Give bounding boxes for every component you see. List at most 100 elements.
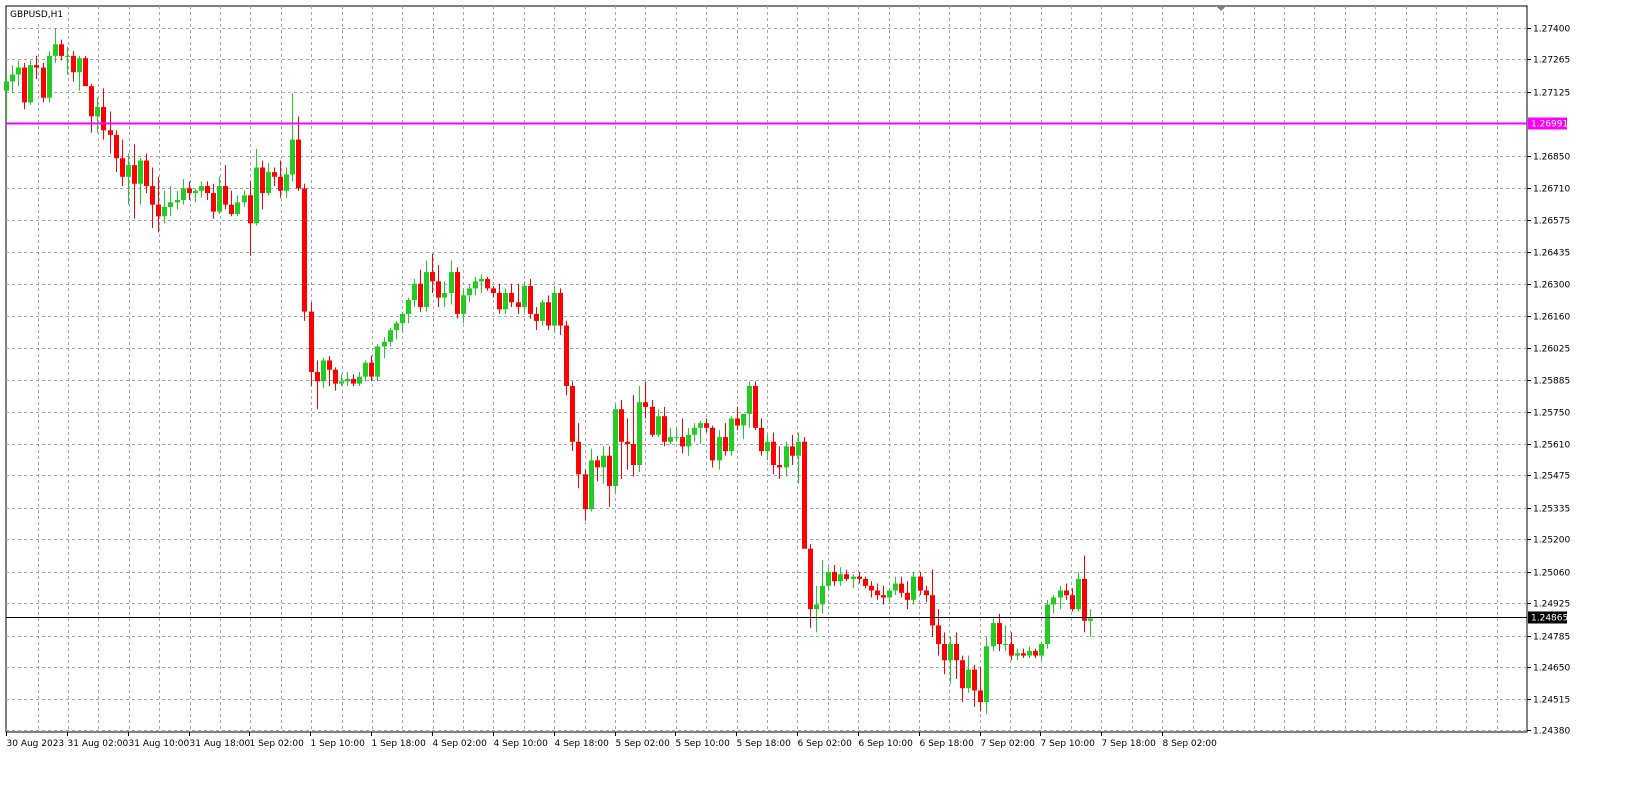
y-tick-label: 1.27125: [1533, 89, 1570, 99]
candle: [16, 60, 21, 87]
candle-body: [394, 323, 399, 331]
candle: [235, 195, 240, 217]
candle-body: [668, 437, 673, 442]
candle: [217, 176, 222, 214]
candle: [41, 62, 46, 103]
candle: [388, 327, 393, 347]
candle-body: [991, 623, 996, 647]
candle: [114, 130, 119, 173]
candle: [345, 372, 350, 386]
candle: [138, 158, 143, 205]
y-tick-label: 1.26435: [1533, 249, 1570, 259]
candle: [406, 297, 411, 324]
candle: [1064, 583, 1069, 600]
candle-body: [217, 186, 222, 212]
candle-body: [777, 465, 782, 468]
candle-body: [150, 186, 155, 205]
candle-body: [497, 292, 502, 310]
candle: [1045, 599, 1050, 649]
y-tick-label: 1.24925: [1533, 600, 1570, 610]
candle: [997, 613, 1002, 651]
candle-body: [181, 188, 186, 201]
candle-body: [242, 195, 247, 203]
candle: [991, 618, 996, 651]
candle-body: [34, 65, 39, 68]
candle-body: [1070, 595, 1075, 610]
candle-body: [881, 595, 886, 598]
candle-body: [442, 292, 447, 298]
candle-body: [430, 272, 435, 282]
candle-body: [729, 418, 734, 452]
candle-body: [1027, 650, 1032, 656]
candle: [205, 181, 210, 201]
candle: [83, 55, 88, 87]
candle-body: [412, 283, 417, 300]
candle-body: [936, 625, 941, 644]
y-tick-label: 1.26575: [1533, 217, 1570, 227]
candle: [899, 576, 904, 598]
candle-body: [814, 604, 819, 610]
candle: [875, 583, 880, 600]
candle-body: [59, 44, 64, 56]
candle: [747, 381, 752, 428]
candle-body: [327, 360, 332, 370]
candle: [309, 302, 314, 386]
candle: [576, 423, 581, 489]
candle: [784, 441, 789, 477]
candle: [363, 360, 368, 382]
candle: [924, 585, 929, 603]
candle-body: [114, 134, 119, 159]
candle: [650, 399, 655, 438]
candle-body: [851, 576, 856, 579]
candle-body: [168, 202, 173, 207]
candle-body: [528, 286, 533, 314]
candle-body: [235, 202, 240, 214]
candle: [790, 434, 795, 466]
candle-body: [790, 446, 795, 456]
shift-marker-icon[interactable]: [1216, 6, 1226, 11]
candle-body: [71, 55, 76, 73]
candle-body: [765, 441, 770, 452]
candle: [802, 437, 807, 549]
y-tick-label: 1.25750: [1533, 409, 1570, 419]
candle-body: [108, 130, 113, 135]
candle: [193, 188, 198, 203]
candle-body: [1003, 643, 1008, 645]
candle: [838, 567, 843, 586]
candle-body: [333, 369, 338, 384]
candle-body: [1082, 578, 1087, 621]
candle: [369, 355, 374, 382]
candle-body: [126, 165, 131, 177]
candle: [394, 320, 399, 340]
candle-body: [461, 295, 466, 314]
candle: [302, 183, 307, 321]
candle-body: [83, 58, 88, 87]
candle-body: [339, 381, 344, 384]
candle: [108, 111, 113, 154]
candle: [229, 190, 234, 217]
candle: [430, 253, 435, 293]
candle-body: [406, 299, 411, 314]
candle: [698, 420, 703, 445]
candle: [473, 276, 478, 296]
candle: [905, 581, 910, 610]
candle: [156, 176, 161, 233]
candle-body: [838, 574, 843, 582]
candle-body: [138, 160, 143, 184]
candle: [796, 432, 801, 484]
candle-body: [187, 188, 192, 194]
x-axis: 30 Aug 2023 31 Aug 02:00 31 Aug 10:00 31 Au…: [6, 732, 1217, 749]
candle: [4, 76, 9, 121]
candle: [643, 381, 648, 419]
candle: [619, 399, 624, 479]
candle-body: [960, 660, 965, 689]
candle-body: [899, 583, 904, 593]
y-tick-label: 1.25200: [1533, 536, 1570, 546]
candle: [674, 427, 679, 442]
candle-body: [564, 325, 569, 386]
candle-body: [753, 385, 758, 428]
candle-body: [905, 592, 910, 600]
candle: [181, 179, 186, 205]
